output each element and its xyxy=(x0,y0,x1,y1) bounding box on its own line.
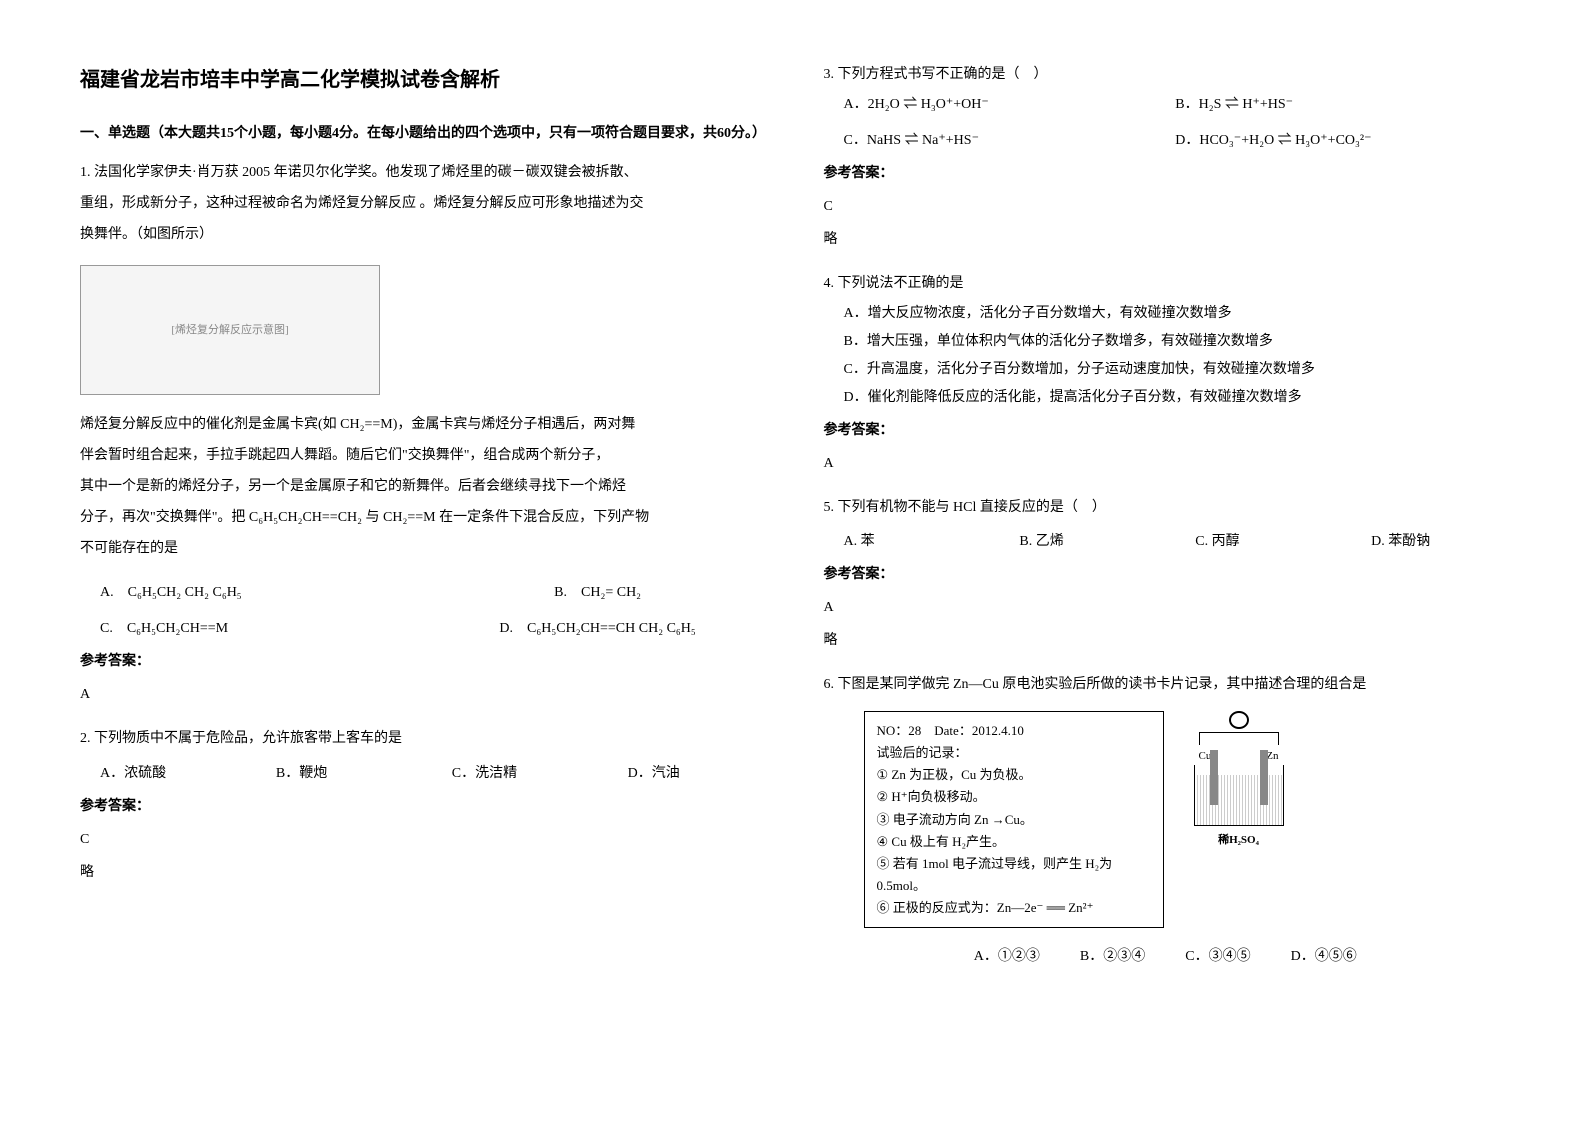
card-item5: ⑤ 若有 1mol 电子流过导线，则产生 H₂为 0.5mol。 xyxy=(877,853,1151,897)
q5-text: 5. 下列有机物不能与 HCl 直接反应的是（ ） xyxy=(824,493,1508,524)
q1-line3: 换舞伴。（如图所示） xyxy=(80,220,764,251)
q2-option-c: C．洗洁精 xyxy=(452,760,588,788)
beaker-icon xyxy=(1194,765,1284,826)
wire-icon xyxy=(1199,732,1279,745)
q3-answer: C xyxy=(824,193,1508,221)
bulb-icon xyxy=(1229,711,1249,729)
q5-note: 略 xyxy=(824,627,1508,655)
q6-battery-diagram: Cu Zn 稀H₂SO₄ xyxy=(1184,711,1294,851)
q2-option-d: D．汽油 xyxy=(628,760,764,788)
electrode-left-icon xyxy=(1210,750,1218,805)
card-item6: ⑥ 正极的反应式为：Zn—2e⁻ ══ Zn²⁺ xyxy=(877,897,1151,919)
q2-option-b: B．鞭炮 xyxy=(276,760,412,788)
q1-answer-label: 参考答案： xyxy=(80,648,764,676)
card-item2: ② H⁺向负极移动。 xyxy=(877,786,1151,808)
q5-option-b: B. 乙烯 xyxy=(1019,528,1155,556)
q5-answer-label: 参考答案： xyxy=(824,561,1508,589)
q1-para1: 烯烃复分解反应中的催化剂是金属卡宾(如 CH₂==M)，金属卡宾与烯烃分子相遇后… xyxy=(80,410,764,441)
left-column: 福建省龙岩市培丰中学高二化学模拟试卷含解析 一、单选题（本大题共15个小题，每小… xyxy=(80,60,764,1062)
card-subheader: 试验后的记录： xyxy=(877,742,1151,764)
q3-answer-label: 参考答案： xyxy=(824,160,1508,188)
electrode-right-icon xyxy=(1260,750,1268,805)
q1-para5: 不可能存在的是 xyxy=(80,534,764,565)
q1-diagram-image: [烯烃复分解反应示意图] xyxy=(80,265,380,395)
q5-option-a: A. 苯 xyxy=(844,528,980,556)
q6-option-c: C．③④⑤ xyxy=(1185,943,1250,971)
q4-option-d: D．催化剂能降低反应的活化能，提高活化分子百分数，有效碰撞次数增多 xyxy=(844,384,1508,412)
card-item3: ③ 电子流动方向 Zn →Cu。 xyxy=(877,809,1151,831)
card-item4: ④ Cu 极上有 H₂产生。 xyxy=(877,831,1151,853)
q4-answer: A xyxy=(824,450,1508,478)
q1-line2: 重组，形成新分子，这种过程被命名为烯烃复分解反应 。烯烃复分解反应可形象地描述为… xyxy=(80,189,764,220)
card-header: NO：28 Date：2012.4.10 xyxy=(877,720,1151,742)
solution-label: 稀H₂SO₄ xyxy=(1218,829,1259,851)
q6-option-b: B．②③④ xyxy=(1080,943,1145,971)
question-6: 6. 下图是某同学做完 Zn—Cu 原电池实验后所做的读书卡片记录，其中描述合理… xyxy=(824,670,1508,971)
zn-label: Zn xyxy=(1266,745,1278,767)
right-column: 3. 下列方程式书写不正确的是（ ） A．2H₂O ⇌ H₃O⁺+OH⁻ B．H… xyxy=(824,60,1508,1062)
q1-option-c: C. C₆H₅CH₂CH==M xyxy=(100,615,432,643)
q5-option-c: C. 丙醇 xyxy=(1195,528,1331,556)
q3-text: 3. 下列方程式书写不正确的是（ ） xyxy=(824,60,1508,91)
q6-diagram-container: NO：28 Date：2012.4.10 试验后的记录： ① Zn 为正极，Cu… xyxy=(864,711,1508,928)
q6-card: NO：28 Date：2012.4.10 试验后的记录： ① Zn 为正极，Cu… xyxy=(864,711,1164,928)
q4-option-c: C．升高温度，活化分子百分数增加，分子运动速度加快，有效碰撞次数增多 xyxy=(844,356,1508,384)
q1-option-d: D. C₆H₅CH₂CH==CH CH₂ C₆H₅ xyxy=(432,615,764,643)
card-item1: ① Zn 为正极，Cu 为负极。 xyxy=(877,764,1151,786)
section-header: 一、单选题（本大题共15个小题，每小题4分。在每小题给出的四个选项中，只有一项符… xyxy=(80,120,764,148)
q3-option-d: D．HCO₃⁻+H₂O ⇌ H₃O⁺+CO₃²⁻ xyxy=(1175,127,1507,155)
q6-option-d: D．④⑤⑥ xyxy=(1291,943,1357,971)
q2-option-a: A．浓硫酸 xyxy=(100,760,236,788)
question-4: 4. 下列说法不正确的是 A．增大反应物浓度，活化分子百分数增大，有效碰撞次数增… xyxy=(824,269,1508,483)
q1-answer: A xyxy=(80,681,764,709)
q6-text: 6. 下图是某同学做完 Zn—Cu 原电池实验后所做的读书卡片记录，其中描述合理… xyxy=(824,670,1508,701)
q1-option-b: B. CH₂= CH₂ xyxy=(432,579,764,607)
question-3: 3. 下列方程式书写不正确的是（ ） A．2H₂O ⇌ H₃O⁺+OH⁻ B．H… xyxy=(824,60,1508,259)
q4-text: 4. 下列说法不正确的是 xyxy=(824,269,1508,300)
question-2: 2. 下列物质中不属于危险品，允许旅客带上客车的是 A．浓硫酸 B．鞭炮 C．洗… xyxy=(80,724,764,892)
q6-option-a: A．①②③ xyxy=(974,943,1040,971)
exam-title: 福建省龙岩市培丰中学高二化学模拟试卷含解析 xyxy=(80,60,764,100)
q3-option-a: A．2H₂O ⇌ H₃O⁺+OH⁻ xyxy=(844,91,1176,119)
question-1: 1. 法国化学家伊夫·肖万获 2005 年诺贝尔化学奖。他发现了烯烃里的碳－碳双… xyxy=(80,158,764,714)
q2-answer-label: 参考答案： xyxy=(80,793,764,821)
q2-note: 略 xyxy=(80,859,764,887)
q1-para4: 分子，再次"交换舞伴"。把 C₆H₅CH₂CH==CH₂ 与 CH₂==M 在一… xyxy=(80,503,764,534)
q2-answer: C xyxy=(80,826,764,854)
liquid-icon xyxy=(1195,775,1283,825)
q1-para2: 伴会暂时组合起来，手拉手跳起四人舞蹈。随后它们"交换舞伴"，组合成两个新分子， xyxy=(80,441,764,472)
q4-option-a: A．增大反应物浓度，活化分子百分数增大，有效碰撞次数增多 xyxy=(844,300,1508,328)
q4-answer-label: 参考答案： xyxy=(824,417,1508,445)
q5-answer: A xyxy=(824,594,1508,622)
q1-line1: 1. 法国化学家伊夫·肖万获 2005 年诺贝尔化学奖。他发现了烯烃里的碳－碳双… xyxy=(80,158,764,189)
q1-para3: 其中一个是新的烯烃分子，另一个是金属原子和它的新舞伴。后者会继续寻找下一个烯烃 xyxy=(80,472,764,503)
q4-option-b: B．增大压强，单位体积内气体的活化分子数增多，有效碰撞次数增多 xyxy=(844,328,1508,356)
q3-option-b: B．H₂S ⇌ H⁺+HS⁻ xyxy=(1175,91,1507,119)
q2-text: 2. 下列物质中不属于危险品，允许旅客带上客车的是 xyxy=(80,724,764,755)
q5-option-d: D. 苯酚钠 xyxy=(1371,528,1507,556)
q3-option-c: C．NaHS ⇌ Na⁺+HS⁻ xyxy=(844,127,1176,155)
q3-note: 略 xyxy=(824,226,1508,254)
q1-option-a: A. C₆H₅CH₂ CH₂ C₆H₅ xyxy=(100,579,432,607)
question-5: 5. 下列有机物不能与 HCl 直接反应的是（ ） A. 苯 B. 乙烯 C. … xyxy=(824,493,1508,661)
